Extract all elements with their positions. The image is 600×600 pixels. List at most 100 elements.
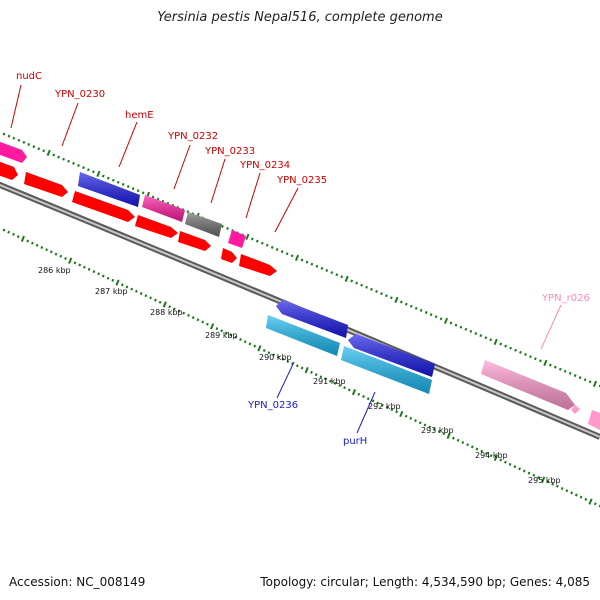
minor-tick (270, 245, 274, 249)
leader-nudC (10, 84, 22, 129)
minor-tick (290, 254, 294, 258)
label-nudC[interactable]: nudC (16, 71, 42, 82)
label-YPN_0234[interactable]: YPN_0234 (239, 160, 290, 171)
gene-forward-2[interactable] (24, 172, 68, 197)
minor-tick (131, 187, 135, 191)
minor-tick (390, 296, 393, 300)
minor-tick (461, 441, 465, 444)
minor-tick (111, 178, 115, 182)
minor-tick (375, 290, 378, 293)
minor-tick (429, 313, 433, 317)
minor-tick (262, 349, 266, 352)
minor-tick (598, 504, 600, 508)
gene-rna-2[interactable] (571, 405, 580, 414)
minor-tick (532, 473, 536, 477)
major-tick (394, 296, 399, 304)
minor-tick (101, 274, 105, 278)
genome-summary-text: Topology: circular; Length: 4,534,590 bp… (260, 575, 590, 589)
label-YPN_0235[interactable]: YPN_0235 (276, 175, 327, 186)
minor-tick (513, 465, 517, 469)
minor-tick (319, 375, 323, 379)
leader-purH (356, 391, 376, 434)
minor-tick (7, 134, 11, 138)
major-tick (446, 432, 451, 440)
minor-tick (281, 357, 285, 361)
minor-tick (360, 283, 363, 287)
major-tick (344, 275, 349, 283)
minor-tick (434, 315, 438, 319)
gene-forward-5[interactable] (178, 231, 211, 251)
minor-tick (295, 364, 299, 368)
major-tick (294, 254, 300, 262)
minor-tick (78, 263, 82, 267)
major-tick (304, 367, 309, 374)
major-tick (68, 257, 73, 264)
minor-tick (574, 493, 578, 497)
minor-tick (548, 363, 552, 367)
gene-YPN_0234[interactable] (239, 254, 277, 276)
label-YPN_0236[interactable]: YPN_0236 (247, 400, 298, 411)
minor-tick (466, 443, 469, 447)
label-YPN_r026[interactable]: YPN_r026 (541, 293, 590, 304)
minor-tick (172, 307, 176, 311)
minor-tick (414, 306, 418, 310)
minor-tick (32, 145, 36, 149)
minor-tick (499, 342, 503, 346)
minor-tick (125, 285, 129, 289)
minor-tick (527, 471, 531, 475)
label-YPN_0230[interactable]: YPN_0230 (54, 89, 105, 100)
major-tick (257, 345, 262, 352)
minor-tick (343, 386, 346, 390)
minor-tick (196, 318, 200, 322)
minor-tick (546, 480, 550, 484)
minor-tick (177, 309, 181, 313)
major-tick (592, 380, 598, 388)
gene-forward-4[interactable] (135, 215, 178, 238)
major-tick (96, 170, 101, 178)
minor-tick (191, 316, 195, 320)
minor-tick (83, 265, 86, 269)
gene-YPN_0233[interactable] (228, 230, 246, 248)
minor-tick (215, 327, 219, 331)
gene-forward-1[interactable] (0, 160, 18, 180)
minor-tick (106, 276, 110, 280)
label-purH[interactable]: purH (343, 436, 367, 447)
major-tick (541, 476, 546, 483)
minor-tick (381, 403, 384, 407)
minor-tick (320, 266, 324, 270)
minor-tick (310, 262, 314, 266)
label-YPN_0232[interactable]: YPN_0232 (167, 131, 218, 142)
scale-label: 294 kbp (475, 451, 508, 460)
minor-tick (141, 191, 145, 195)
gene-forward-6[interactable] (221, 248, 237, 263)
label-hemE[interactable]: hemE (125, 110, 154, 121)
minor-tick (568, 371, 572, 375)
minor-tick (220, 329, 223, 333)
gene-rna-3[interactable] (588, 410, 600, 430)
major-tick (20, 235, 25, 242)
minor-tick (518, 467, 521, 471)
major-tick (443, 317, 449, 325)
minor-tick (366, 397, 370, 401)
minor-tick (97, 272, 100, 276)
gene-forward-3[interactable] (72, 191, 135, 222)
forward-strand-features (0, 140, 277, 276)
minor-tick (385, 294, 388, 298)
minor-tick (52, 153, 56, 157)
minor-tick (433, 427, 436, 431)
minor-tick (456, 438, 460, 442)
minor-tick (27, 143, 31, 146)
minor-tick (376, 401, 380, 405)
minor-tick (370, 287, 373, 291)
minor-tick (449, 321, 453, 325)
minor-tick (504, 344, 507, 348)
label-YPN_0233[interactable]: YPN_0233 (204, 146, 255, 157)
leader-YPN_r026 (540, 304, 562, 350)
gene-nudC[interactable] (0, 140, 27, 163)
major-tick (245, 233, 250, 241)
minor-tick (130, 287, 134, 291)
scale-label: 288 kbp (150, 308, 183, 317)
minor-tick (31, 241, 34, 245)
minor-tick (579, 495, 583, 499)
minor-tick (149, 296, 152, 300)
